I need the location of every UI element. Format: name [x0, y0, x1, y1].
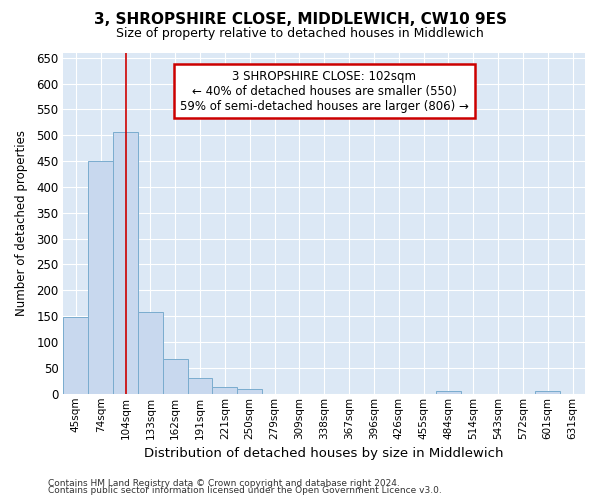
Text: Contains HM Land Registry data © Crown copyright and database right 2024.: Contains HM Land Registry data © Crown c…: [48, 478, 400, 488]
Text: Contains public sector information licensed under the Open Government Licence v3: Contains public sector information licen…: [48, 486, 442, 495]
Y-axis label: Number of detached properties: Number of detached properties: [15, 130, 28, 316]
Text: Size of property relative to detached houses in Middlewich: Size of property relative to detached ho…: [116, 28, 484, 40]
X-axis label: Distribution of detached houses by size in Middlewich: Distribution of detached houses by size …: [145, 447, 504, 460]
Text: 3 SHROPSHIRE CLOSE: 102sqm
← 40% of detached houses are smaller (550)
59% of sem: 3 SHROPSHIRE CLOSE: 102sqm ← 40% of deta…: [180, 70, 469, 112]
Bar: [436, 391, 461, 394]
Bar: [237, 388, 262, 394]
Bar: [163, 358, 188, 394]
Bar: [64, 317, 88, 394]
Bar: [212, 387, 237, 394]
Bar: [535, 391, 560, 394]
Text: 3, SHROPSHIRE CLOSE, MIDDLEWICH, CW10 9ES: 3, SHROPSHIRE CLOSE, MIDDLEWICH, CW10 9E…: [94, 12, 506, 28]
Bar: [188, 378, 212, 394]
Bar: [138, 312, 163, 394]
Bar: [113, 132, 138, 394]
Bar: [88, 161, 113, 394]
